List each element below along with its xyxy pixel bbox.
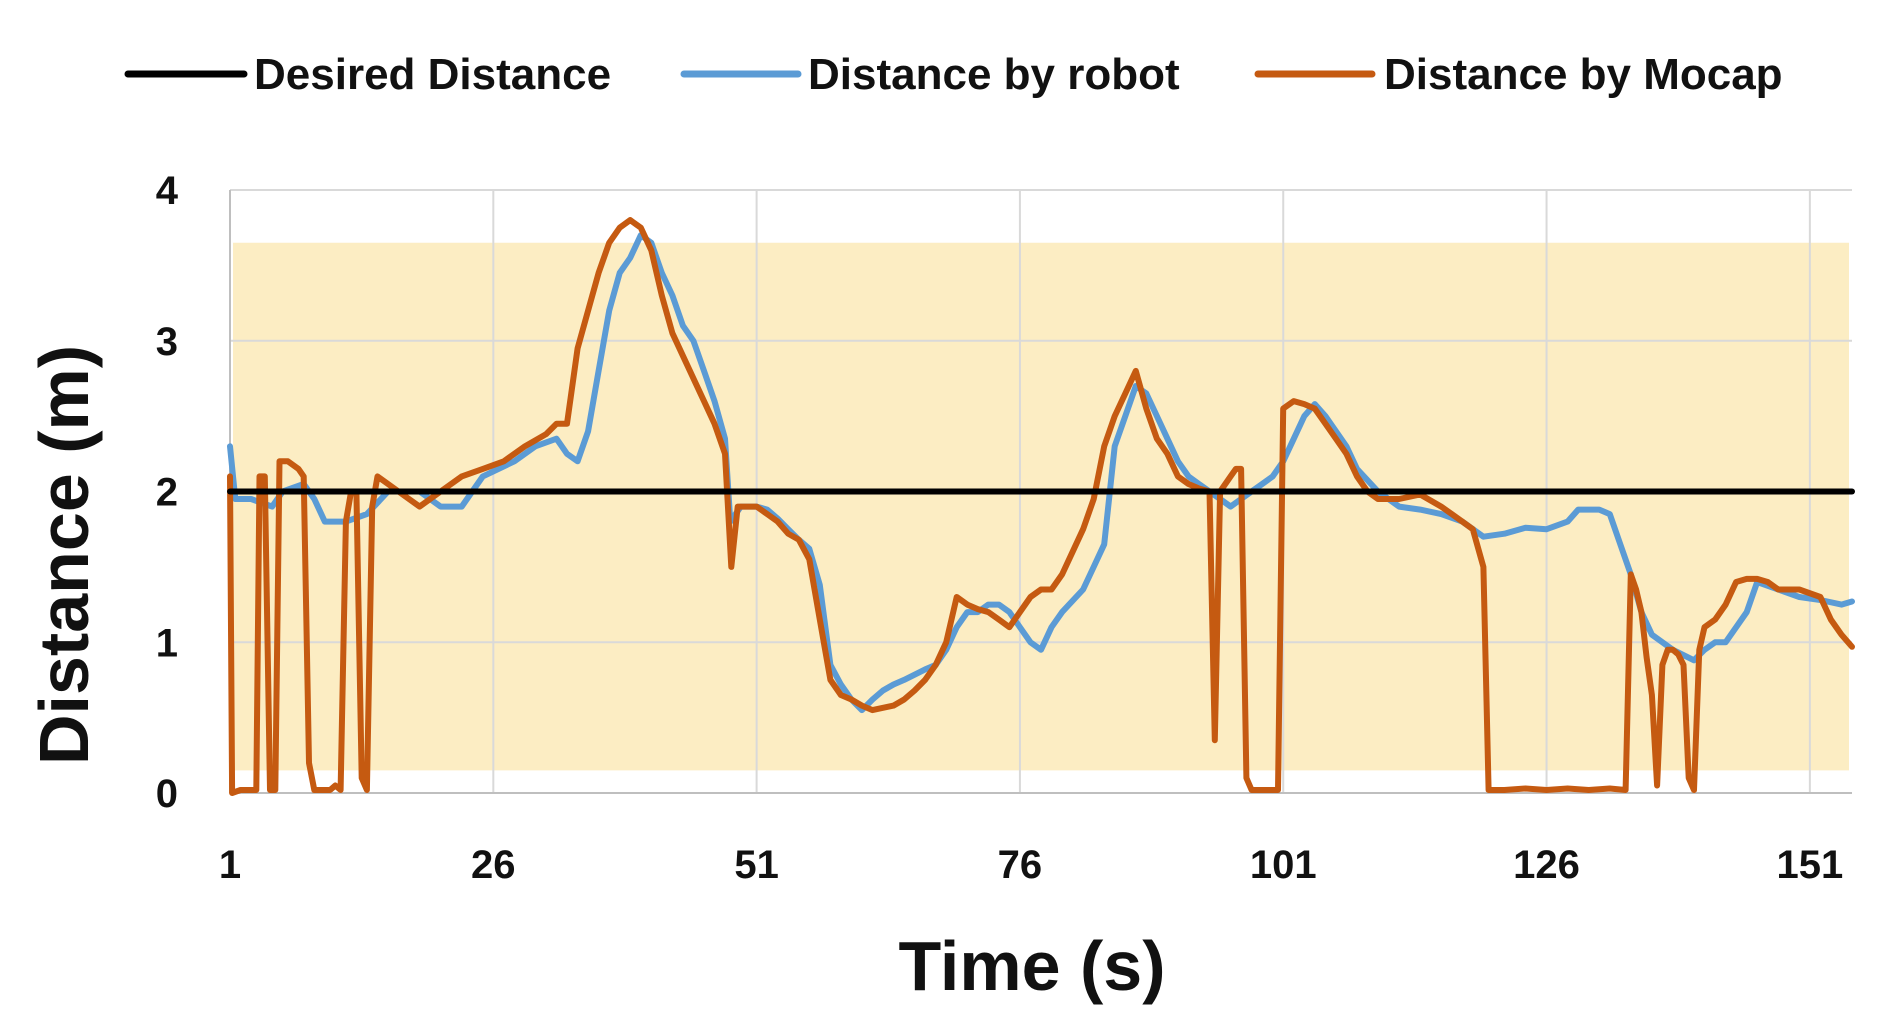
legend-label: Distance by robot [808, 50, 1180, 99]
y-tick-label: 1 [156, 621, 178, 665]
x-tick-label: 76 [998, 843, 1043, 887]
target-band [233, 242, 1849, 771]
plot-area [227, 189, 1855, 796]
legend: Desired Distance Distance by robot Distanc… [124, 50, 1783, 99]
x-axis: 1 26 51 76 101 126 151 [219, 843, 1843, 887]
x-tick-label: 26 [471, 843, 516, 887]
x-tick-label: 151 [1776, 843, 1843, 887]
x-tick-label: 51 [734, 843, 779, 887]
y-tick-label: 0 [156, 772, 178, 816]
x-tick-label: 101 [1250, 843, 1317, 887]
legend-label: Distance by Mocap [1384, 50, 1783, 99]
y-tick-label: 2 [156, 471, 178, 515]
x-axis-title: Time (s) [898, 927, 1165, 1005]
legend-label: Desired Distance [254, 50, 611, 99]
y-tick-label: 3 [156, 320, 178, 364]
y-axis: 0 1 2 3 4 [156, 169, 179, 816]
x-tick-label: 1 [219, 843, 241, 887]
y-axis-title: Distance (m) [25, 345, 103, 765]
series-line-distance-by-mocap [227, 217, 1855, 796]
y-tick-label: 4 [156, 169, 179, 213]
x-tick-label: 126 [1513, 843, 1580, 887]
